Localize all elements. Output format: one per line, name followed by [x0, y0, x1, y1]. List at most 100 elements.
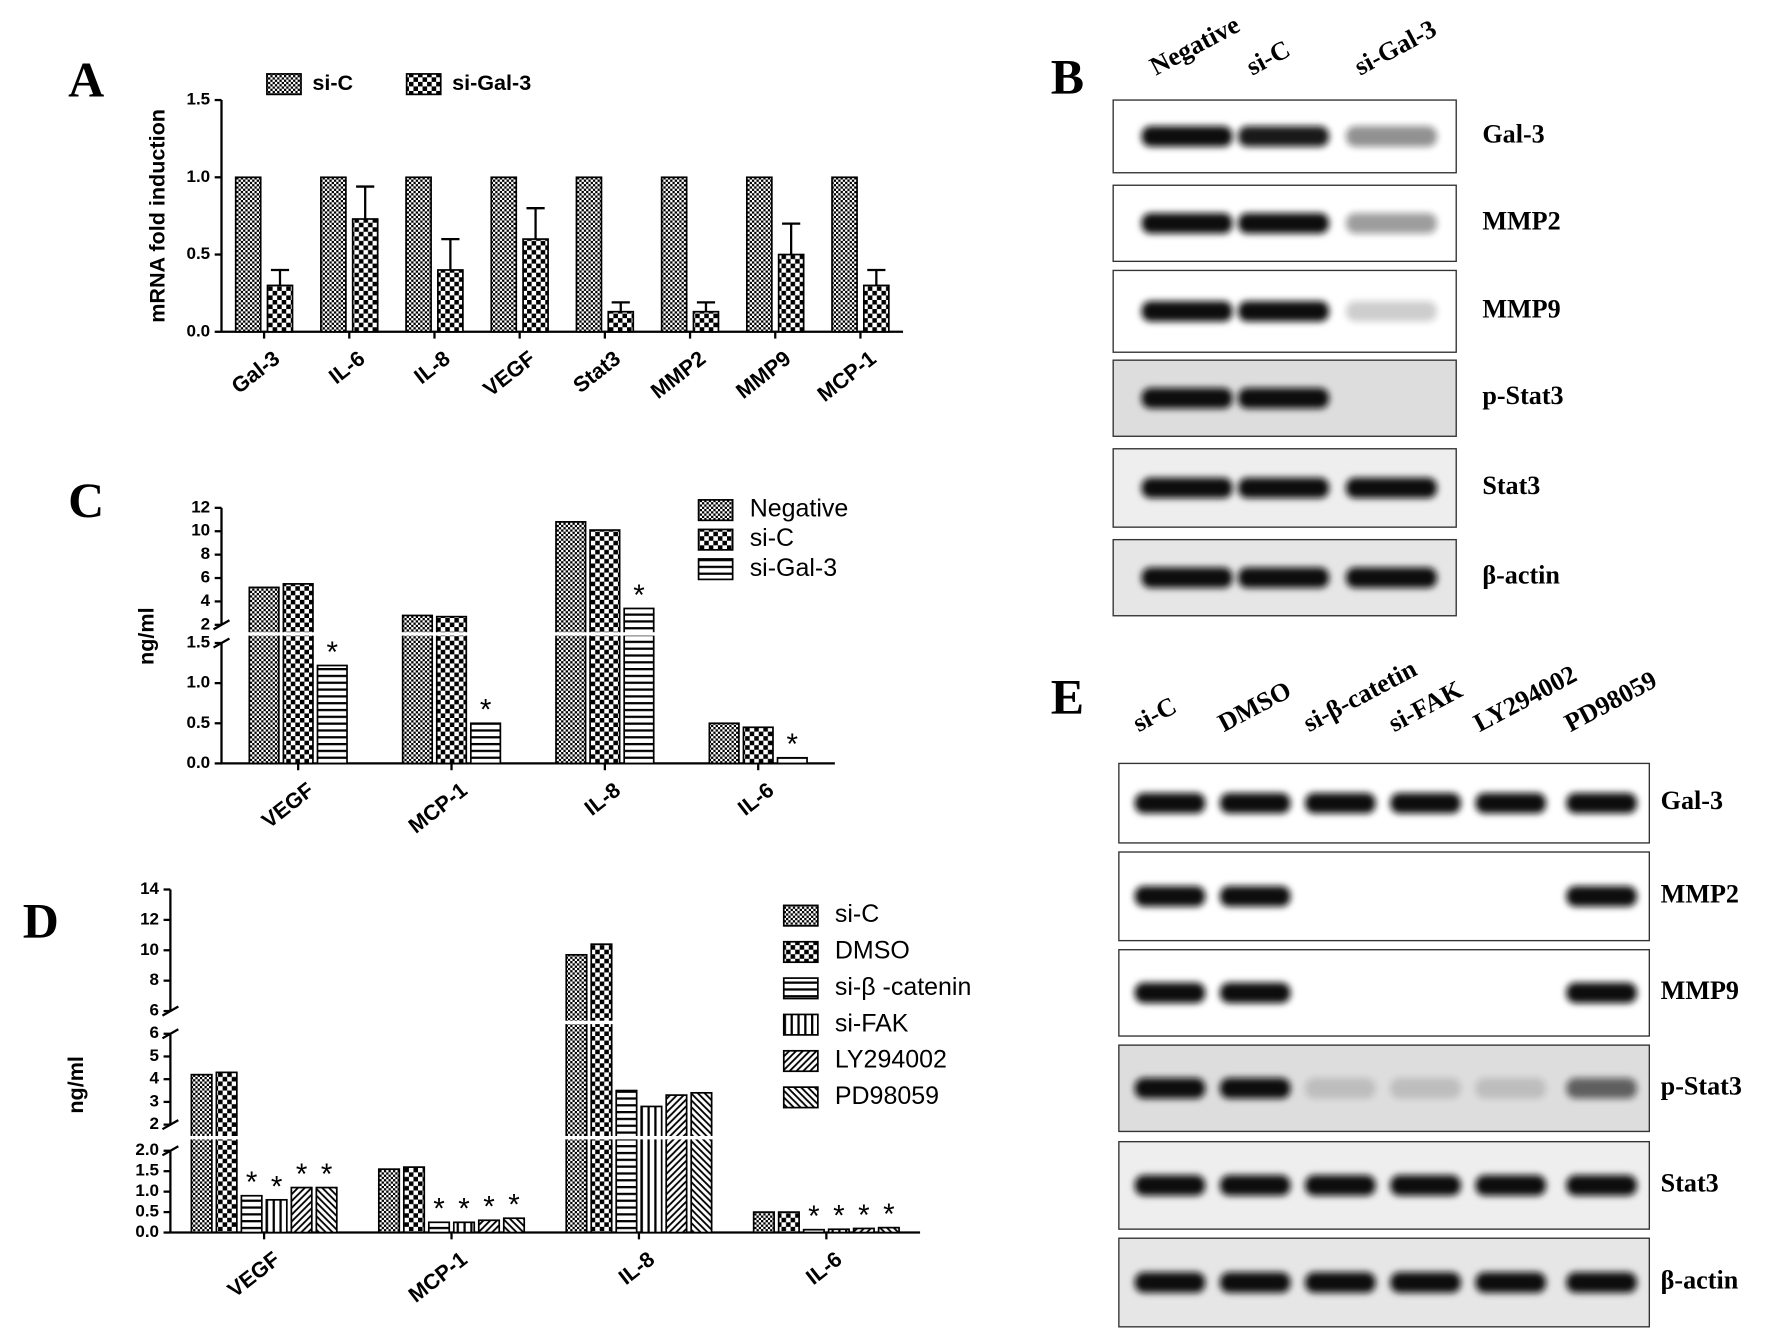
annotation: *: [321, 1158, 333, 1191]
y-tick-label: 0.0: [186, 753, 210, 772]
blot-band: [1238, 567, 1329, 588]
bar: [234, 176, 262, 333]
bar: [877, 1226, 900, 1234]
y-tick-label: 2: [201, 614, 210, 633]
y-tick-label: 0.0: [135, 1222, 159, 1241]
y-tick-label: 2: [150, 1114, 159, 1133]
annotation: *: [787, 728, 799, 761]
row-label: Gal-3: [1661, 786, 1723, 815]
bar: [248, 586, 280, 765]
blot-band: [1141, 301, 1233, 322]
bar: [852, 1227, 875, 1234]
y-tick-label: 10: [140, 940, 159, 959]
legend-label: si-Gal-3: [750, 554, 837, 582]
y-tick-label: 4: [201, 591, 211, 610]
bar: [690, 1091, 713, 1234]
annotation: *: [296, 1158, 308, 1191]
blot-band: [1238, 477, 1329, 499]
panel-label: E: [1051, 669, 1084, 725]
axis-break: [161, 1145, 179, 1157]
y-tick-label: 3: [150, 1091, 159, 1110]
error-bar: [611, 301, 630, 312]
blot-band: [1475, 1175, 1546, 1196]
blot-frame: [1118, 851, 1651, 942]
panel-label: B: [1051, 48, 1084, 104]
bar: [502, 1217, 526, 1234]
blot-band: [1346, 213, 1437, 234]
bar: [266, 284, 294, 333]
y-tick-label: 12: [191, 497, 210, 516]
legend-label: si-Gal-3: [452, 70, 531, 95]
blot-frame: [1118, 762, 1651, 844]
legend-swatch: [697, 528, 734, 551]
bar: [351, 218, 379, 333]
bar: [777, 1211, 800, 1234]
bar: [752, 1211, 775, 1234]
bar: [708, 722, 740, 765]
bar: [590, 943, 613, 1234]
bar: [290, 1186, 313, 1234]
bar: [320, 176, 347, 333]
legend-swatch: [782, 1049, 819, 1073]
blot-frame: [1118, 949, 1651, 1037]
row-label: p-Stat3: [1482, 381, 1563, 410]
error-bar: [867, 268, 886, 286]
annotation: *: [480, 694, 492, 727]
bar: [555, 521, 587, 765]
annotation: *: [833, 1200, 845, 1233]
y-axis-label: mRNA fold induction: [145, 109, 170, 323]
blot-band: [1475, 1272, 1546, 1293]
blot-band: [1219, 1078, 1291, 1099]
blot-frame: [1118, 1044, 1651, 1133]
legend-label: si-C: [750, 524, 794, 552]
blot-band: [1390, 1078, 1461, 1099]
legend-swatch: [266, 73, 302, 96]
blot-band: [1238, 388, 1329, 409]
blot-band: [1475, 1078, 1546, 1099]
blot-band: [1134, 1175, 1206, 1196]
legend-label: PD98059: [835, 1082, 939, 1110]
bar: [215, 1071, 238, 1234]
row-label: p-Stat3: [1661, 1071, 1742, 1100]
blot-band: [1346, 477, 1437, 499]
blot-band: [1305, 1272, 1376, 1293]
bar: [615, 1089, 638, 1234]
blot-band: [1346, 567, 1437, 588]
axis-break: [212, 637, 231, 649]
bar: [777, 253, 805, 333]
y-tick-label: 10: [191, 521, 210, 540]
bar: [522, 238, 549, 333]
blot-band: [1390, 792, 1461, 814]
annotation: *: [508, 1189, 520, 1222]
bar: [401, 614, 434, 765]
row-label: MMP9: [1661, 976, 1739, 1005]
blot-band: [1566, 1078, 1637, 1099]
legend-label: Negative: [750, 495, 849, 523]
bar: [746, 176, 773, 333]
error-bar: [270, 268, 290, 286]
row-label: MMP9: [1482, 294, 1560, 323]
blot-band: [1390, 1175, 1461, 1196]
error-bar: [696, 301, 716, 312]
annotation: *: [483, 1191, 495, 1224]
legend-swatch: [697, 499, 734, 522]
bar: [377, 1168, 401, 1234]
legend-label: si-β -catenin: [835, 973, 971, 1001]
annotation: *: [808, 1200, 820, 1233]
row-label: Gal-3: [1482, 119, 1544, 148]
legend-swatch: [697, 558, 734, 581]
y-tick-label: 1.0: [186, 167, 210, 186]
bar: [565, 953, 588, 1234]
row-label: β-actin: [1661, 1266, 1739, 1295]
blot-band: [1566, 886, 1637, 907]
blot-band: [1305, 792, 1376, 814]
annotation: *: [433, 1193, 445, 1226]
blot-band: [1566, 792, 1637, 814]
bar: [827, 1228, 850, 1234]
blot-band: [1134, 1078, 1206, 1099]
legend-swatch: [782, 1013, 819, 1036]
legend-swatch: [782, 977, 819, 1000]
bar: [490, 176, 518, 333]
blot-band: [1238, 301, 1329, 322]
bar: [316, 664, 348, 765]
